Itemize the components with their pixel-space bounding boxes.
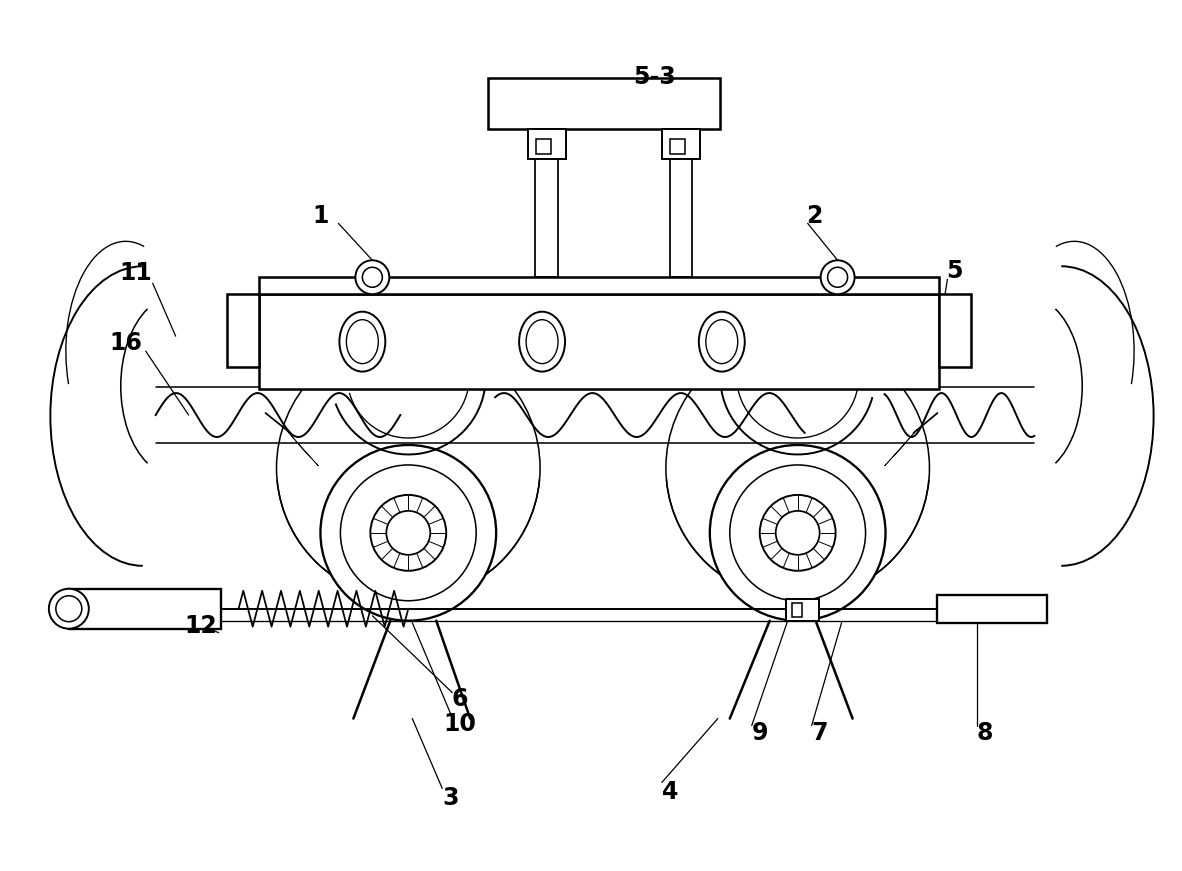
Circle shape xyxy=(340,465,476,601)
Circle shape xyxy=(48,589,89,629)
Ellipse shape xyxy=(526,320,558,363)
Circle shape xyxy=(277,336,540,600)
Ellipse shape xyxy=(519,312,565,372)
Text: 2: 2 xyxy=(806,205,823,228)
Circle shape xyxy=(363,267,382,287)
Ellipse shape xyxy=(706,320,738,363)
Text: 12: 12 xyxy=(184,614,217,638)
Circle shape xyxy=(356,260,389,294)
Ellipse shape xyxy=(699,312,745,372)
Circle shape xyxy=(665,336,929,600)
Bar xyxy=(259,294,940,389)
Bar xyxy=(937,595,1047,623)
Bar xyxy=(786,598,819,621)
Ellipse shape xyxy=(346,320,378,363)
Text: 16: 16 xyxy=(109,331,142,355)
Bar xyxy=(259,277,940,294)
Circle shape xyxy=(827,267,847,287)
Text: 11: 11 xyxy=(119,261,152,286)
Text: 6: 6 xyxy=(452,686,468,711)
Bar xyxy=(792,603,801,617)
Circle shape xyxy=(820,260,855,294)
Circle shape xyxy=(729,465,865,601)
Circle shape xyxy=(760,495,836,571)
Text: 5-3: 5-3 xyxy=(634,64,676,89)
Bar xyxy=(227,294,259,367)
Bar xyxy=(670,139,684,154)
Text: 9: 9 xyxy=(752,720,768,745)
Bar xyxy=(940,294,972,367)
Text: 7: 7 xyxy=(811,720,827,745)
Text: 4: 4 xyxy=(662,780,678,805)
Ellipse shape xyxy=(339,312,385,372)
Circle shape xyxy=(387,511,430,555)
Text: 8: 8 xyxy=(976,720,993,745)
Circle shape xyxy=(370,495,447,571)
Bar xyxy=(488,78,720,130)
Polygon shape xyxy=(286,429,318,466)
Text: 3: 3 xyxy=(442,787,459,810)
Circle shape xyxy=(710,445,885,621)
Circle shape xyxy=(56,596,82,622)
Text: 1: 1 xyxy=(312,205,329,228)
Bar xyxy=(69,589,221,629)
Circle shape xyxy=(775,511,819,555)
Polygon shape xyxy=(884,429,917,466)
Text: 10: 10 xyxy=(443,712,476,735)
Bar xyxy=(528,130,566,159)
Bar xyxy=(537,139,551,154)
Text: 5: 5 xyxy=(946,260,962,283)
Circle shape xyxy=(320,445,496,621)
Bar xyxy=(662,130,700,159)
